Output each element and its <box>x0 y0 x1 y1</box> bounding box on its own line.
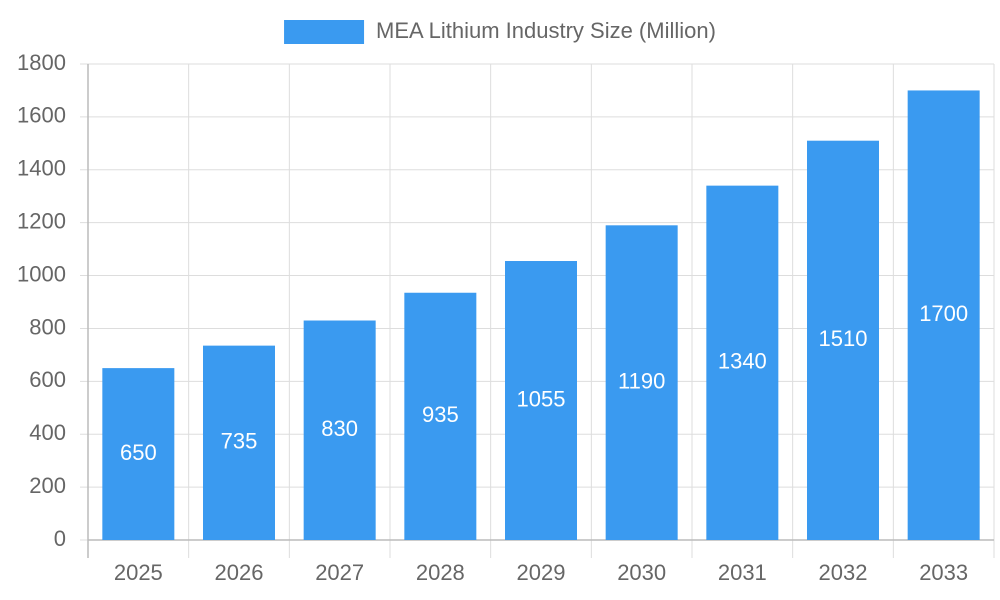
data-label: 1055 <box>517 386 566 411</box>
x-tick-label: 2033 <box>919 560 968 585</box>
x-tick-label: 2029 <box>517 560 566 585</box>
bar <box>706 185 779 540</box>
bar <box>505 261 577 540</box>
bar <box>303 320 376 540</box>
bar <box>404 292 477 540</box>
data-label: 650 <box>120 440 157 465</box>
data-label: 1700 <box>919 301 968 326</box>
bar <box>907 90 980 540</box>
y-tick-label: 1000 <box>17 261 66 286</box>
data-label: 1340 <box>718 349 767 374</box>
y-tick-label: 0 <box>54 526 66 551</box>
y-tick-label: 200 <box>29 473 66 498</box>
bar <box>605 225 678 541</box>
bar <box>203 345 275 540</box>
data-label: 1190 <box>618 368 665 393</box>
y-tick-label: 1400 <box>17 156 66 181</box>
y-tick-label: 400 <box>29 420 66 445</box>
data-label: 1510 <box>819 326 868 351</box>
data-label: 735 <box>221 429 258 454</box>
bar <box>102 368 175 540</box>
legend-label: MEA Lithium Industry Size (Million) <box>376 18 716 43</box>
x-tick-label: 2030 <box>617 560 666 585</box>
x-tick-label: 2025 <box>114 560 163 585</box>
legend-swatch <box>284 20 365 44</box>
data-label: 935 <box>422 402 459 427</box>
y-tick-label: 1600 <box>17 103 66 128</box>
y-tick-label: 800 <box>29 314 66 339</box>
data-label: 830 <box>321 416 358 441</box>
x-tick-label: 2031 <box>718 560 767 585</box>
legend: MEA Lithium Industry Size (Million) <box>284 18 716 44</box>
x-tick-label: 2028 <box>416 560 465 585</box>
x-tick-label: 2026 <box>215 560 264 585</box>
bar <box>807 140 879 540</box>
y-tick-label: 1800 <box>17 50 66 75</box>
x-tick-label: 2027 <box>315 560 364 585</box>
y-tick-label: 600 <box>29 367 66 392</box>
y-tick-label: 1200 <box>17 208 66 233</box>
x-tick-label: 2032 <box>819 560 868 585</box>
